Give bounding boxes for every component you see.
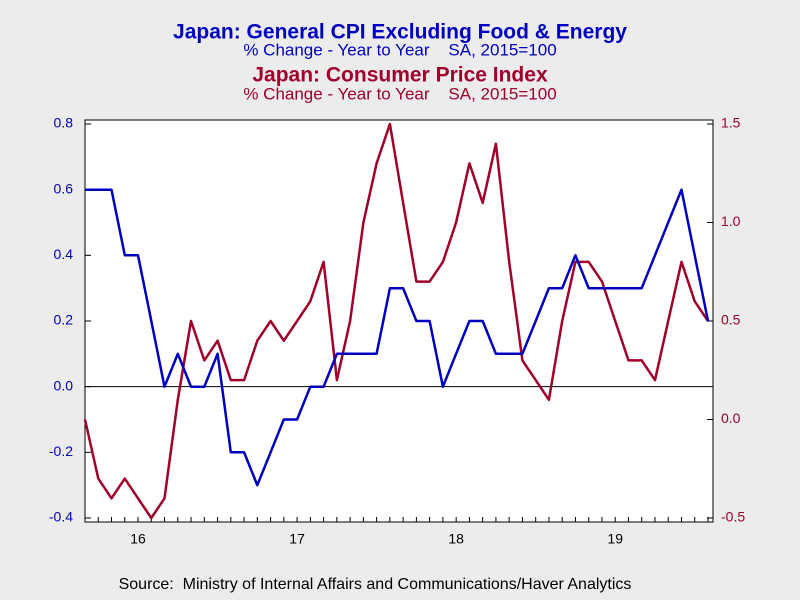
- chart-subtitle: % Change - Year to Year SA, 2015=100: [243, 40, 556, 59]
- y2-tick-label: -0.5: [721, 509, 745, 525]
- y2-tick-label: 0.5: [721, 312, 741, 328]
- y-tick-label: -0.4: [49, 509, 73, 525]
- y2-tick-label: 1.5: [721, 115, 741, 131]
- y2-tick-label: 1.0: [721, 213, 741, 229]
- y2-tick-label: 0.0: [721, 410, 741, 426]
- y-tick-label: -0.2: [49, 443, 73, 459]
- x-tick-label: 18: [448, 531, 464, 547]
- y-tick-label: 0.4: [54, 246, 74, 262]
- x-tick-label: 16: [130, 531, 146, 547]
- chart-subtitle-2: % Change - Year to Year SA, 2015=100: [243, 84, 556, 103]
- chart-title-2: Japan: Consumer Price Index: [252, 64, 548, 87]
- chart-title: Japan: General CPI Excluding Food & Ener…: [173, 21, 627, 44]
- series-line: [85, 188, 710, 487]
- x-tick-label: 17: [289, 531, 305, 547]
- y-tick-label: 0.6: [54, 180, 74, 196]
- x-tick-label: 19: [607, 531, 623, 547]
- source-note: Source: Ministry of Internal Affairs and…: [119, 576, 632, 593]
- y-tick-label: 0.8: [54, 115, 74, 131]
- y-tick-label: 0.2: [54, 312, 74, 328]
- plot-area: [84, 119, 714, 523]
- y-tick-label: 0.0: [54, 377, 74, 393]
